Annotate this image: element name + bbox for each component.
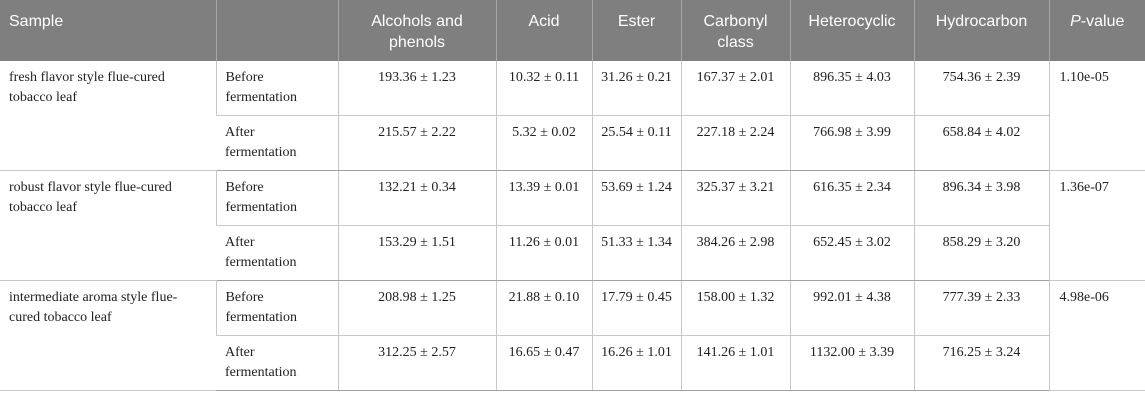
volatile-compounds-table: Sample Alcohols and phenols Acid Ester C… (0, 0, 1145, 391)
ester-value: 31.26 ± 0.21 (591, 61, 681, 116)
heterocyclic-value: 992.01 ± 4.38 (789, 280, 914, 336)
fermentation-stage-cell: Before fermentation (215, 170, 338, 226)
carbonyl-class-value: 384.26 ± 2.98 (680, 225, 790, 281)
ester-value: 16.26 ± 1.01 (591, 335, 681, 391)
hydrocarbon-value: 858.29 ± 3.20 (913, 225, 1049, 281)
ester-value: 25.54 ± 0.11 (591, 115, 681, 171)
acid-value: 16.65 ± 0.47 (495, 335, 592, 391)
table-row: intermediate aroma style flue-cured toba… (0, 280, 1145, 391)
header-hydrocarbon: Hydrocarbon (913, 0, 1049, 61)
fermentation-stage-cell: After fermentation (216, 225, 338, 281)
heterocyclic-value: 652.45 ± 3.02 (789, 225, 914, 281)
header-alcohols-phenols: Alcohols and phenols (337, 0, 496, 61)
heterocyclic-value: 616.35 ± 2.34 (789, 170, 914, 226)
acid-value: 5.32 ± 0.02 (495, 115, 592, 171)
heterocyclic-value: 1132.00 ± 3.39 (789, 335, 914, 391)
alcohols-phenols-value: 312.25 ± 2.57 (337, 335, 496, 391)
hydrocarbon-value: 658.84 ± 4.02 (913, 115, 1049, 171)
header-heterocyclic: Heterocyclic (789, 0, 914, 61)
table-body: fresh flavor style flue-cured tobacco le… (0, 61, 1145, 391)
acid-value: 10.32 ± 0.11 (495, 61, 592, 116)
ester-value: 53.69 ± 1.24 (591, 170, 681, 226)
header-row: Sample Alcohols and phenols Acid Ester C… (0, 0, 1145, 61)
p-value-cell: 1.10e-05 (1048, 61, 1145, 171)
acid-value: 13.39 ± 0.01 (495, 170, 592, 226)
ester-value: 17.79 ± 0.45 (591, 280, 681, 336)
table-row: After fermentation 312.25 ± 2.57 16.65 ± 0… (0, 335, 1145, 391)
carbonyl-class-value: 141.26 ± 1.01 (680, 335, 790, 391)
sample-name-cell: robust flavor style flue-cured tobacco l… (0, 170, 216, 281)
acid-value: 11.26 ± 0.01 (495, 225, 592, 281)
table-row: After fermentation 153.29 ± 1.51 11.26 ± 0… (0, 225, 1145, 281)
header-p-value: P-value (1048, 0, 1145, 61)
carbonyl-class-value: 167.37 ± 2.01 (680, 61, 790, 116)
heterocyclic-value: 766.98 ± 3.99 (789, 115, 914, 171)
header-p-value-letter: P (1070, 13, 1081, 30)
hydrocarbon-value: 896.34 ± 3.98 (913, 170, 1049, 226)
fermentation-stage-cell: After fermentation (216, 115, 338, 171)
header-carbonyl-class: Carbonyl class (680, 0, 790, 61)
fermentation-stage-cell: Before fermentation (215, 61, 338, 116)
carbonyl-class-value: 227.18 ± 2.24 (680, 115, 790, 171)
table-row: After fermentation 215.57 ± 2.22 5.32 ± 0.… (0, 115, 1145, 171)
fermentation-stage-cell: Before fermentation (215, 280, 338, 336)
alcohols-phenols-value: 132.21 ± 0.34 (337, 170, 496, 226)
hydrocarbon-value: 777.39 ± 2.33 (913, 280, 1049, 336)
p-value-cell: 4.98e-06 (1048, 280, 1145, 391)
alcohols-phenols-value: 153.29 ± 1.51 (337, 225, 496, 281)
hydrocarbon-value: 716.25 ± 3.24 (913, 335, 1049, 391)
sample-name-cell: fresh flavor style flue-cured tobacco le… (0, 61, 216, 171)
fermentation-stage-cell: After fermentation (216, 335, 338, 391)
heterocyclic-value: 896.35 ± 4.03 (789, 61, 914, 116)
table-row: robust flavor style flue-cured tobacco l… (0, 170, 1145, 281)
header-sample: Sample (0, 0, 216, 61)
table-row: fresh flavor style flue-cured tobacco le… (0, 61, 1145, 171)
header-stage (215, 0, 338, 61)
sample-name-cell: intermediate aroma style flue-cured toba… (0, 280, 216, 391)
ester-value: 51.33 ± 1.34 (591, 225, 681, 281)
header-acid: Acid (495, 0, 592, 61)
alcohols-phenols-value: 215.57 ± 2.22 (337, 115, 496, 171)
p-value-cell: 1.36e-07 (1048, 170, 1145, 281)
alcohols-phenols-value: 193.36 ± 1.23 (337, 61, 496, 116)
carbonyl-class-value: 158.00 ± 1.32 (680, 280, 790, 336)
alcohols-phenols-value: 208.98 ± 1.25 (337, 280, 496, 336)
header-p-value-suffix: -value (1080, 13, 1125, 30)
acid-value: 21.88 ± 0.10 (495, 280, 592, 336)
carbonyl-class-value: 325.37 ± 3.21 (680, 170, 790, 226)
header-ester: Ester (591, 0, 681, 61)
hydrocarbon-value: 754.36 ± 2.39 (913, 61, 1049, 116)
